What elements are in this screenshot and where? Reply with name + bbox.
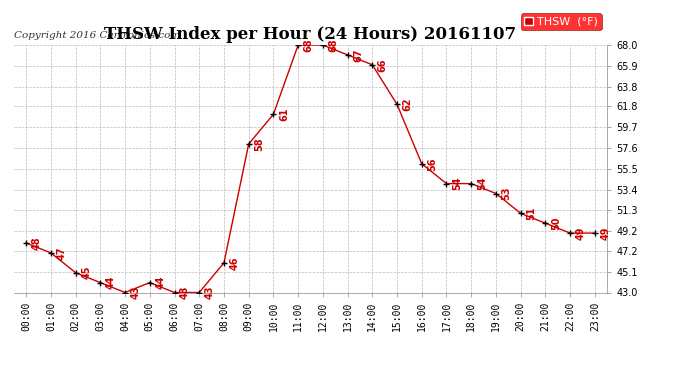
- Text: 66: 66: [378, 58, 388, 72]
- Text: 54: 54: [452, 177, 462, 190]
- Text: 68: 68: [304, 38, 314, 52]
- Text: 50: 50: [551, 216, 561, 230]
- Text: 45: 45: [81, 266, 91, 279]
- Text: 53: 53: [502, 187, 511, 200]
- Text: 43: 43: [180, 286, 190, 299]
- Text: 44: 44: [155, 276, 166, 290]
- Text: 46: 46: [230, 256, 239, 270]
- Text: 58: 58: [254, 137, 264, 151]
- Text: Copyright 2016 Cartronics.com: Copyright 2016 Cartronics.com: [14, 31, 180, 40]
- Text: 62: 62: [402, 98, 413, 111]
- Text: 43: 43: [130, 286, 141, 299]
- Title: THSW Index per Hour (24 Hours) 20161107: THSW Index per Hour (24 Hours) 20161107: [104, 27, 517, 44]
- Text: 43: 43: [205, 286, 215, 299]
- Text: 47: 47: [57, 246, 66, 259]
- Text: 61: 61: [279, 108, 289, 121]
- Text: 49: 49: [600, 226, 611, 240]
- Text: 67: 67: [353, 48, 363, 62]
- Text: 54: 54: [477, 177, 486, 190]
- Text: 44: 44: [106, 276, 116, 290]
- Legend: THSW  (°F): THSW (°F): [521, 13, 602, 30]
- Text: 49: 49: [575, 226, 586, 240]
- Text: 68: 68: [328, 38, 338, 52]
- Text: 56: 56: [427, 157, 437, 171]
- Text: 48: 48: [32, 236, 41, 250]
- Text: 51: 51: [526, 207, 536, 220]
